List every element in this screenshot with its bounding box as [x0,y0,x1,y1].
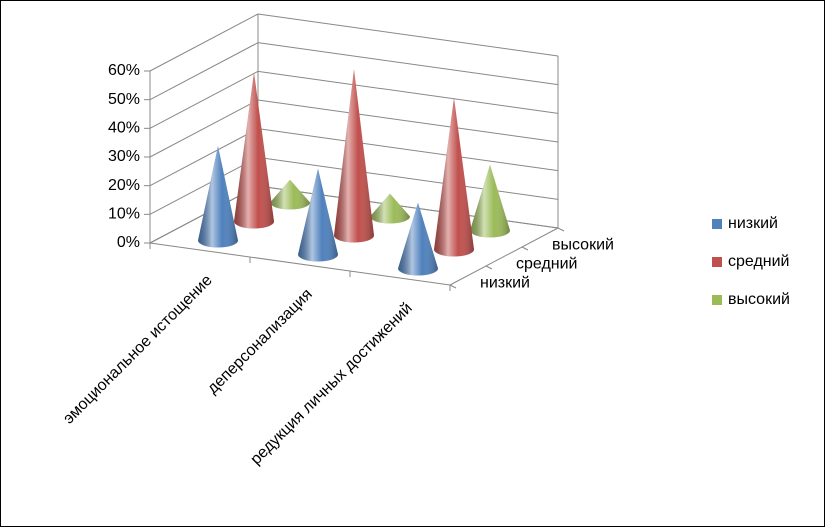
cone-shade [370,193,410,224]
legend-swatch [712,219,722,229]
grid-line [257,70,559,114]
grid-line [149,128,259,187]
grid-line [257,99,559,143]
grid-line [149,99,259,158]
depth-tick [485,265,493,270]
cone-shade [398,202,438,276]
cone-shade [434,97,474,257]
grid-line [149,42,259,101]
y-tick-label: 60% [108,62,140,79]
floor-edge [449,227,559,286]
grid-line [257,128,559,172]
cone-shade [298,168,338,262]
depth-tick [449,284,457,289]
grid-line [257,42,559,86]
grid-line [149,156,259,215]
floor-edge [149,242,451,286]
cone-shade [334,69,374,243]
grid-line [257,13,559,57]
grid-line [149,13,259,72]
depth-label: низкий [480,275,530,292]
y-tick-label: 0% [117,234,140,251]
legend-label: низкий [728,215,778,232]
legend-label: высокий [728,291,790,308]
depth-label: высокий [552,237,614,254]
legend-swatch [712,295,722,305]
y-tick-label: 20% [108,177,140,194]
cone-shade [234,72,274,229]
cone-shade [470,164,510,238]
depth-label: средний [516,256,578,273]
grid-line [257,156,559,200]
grid-line [149,70,259,129]
cone-shade [198,145,238,248]
depth-tick [557,227,565,232]
cone-shade [270,179,310,210]
y-tick-label: 40% [108,120,140,137]
depth-tick [521,246,529,251]
legend-swatch [712,257,722,267]
y-tick-label: 10% [108,206,140,223]
legend-label: средний [728,253,790,270]
y-tick-label: 50% [108,91,140,108]
grid-line [257,185,559,229]
y-tick-label: 30% [108,148,140,165]
